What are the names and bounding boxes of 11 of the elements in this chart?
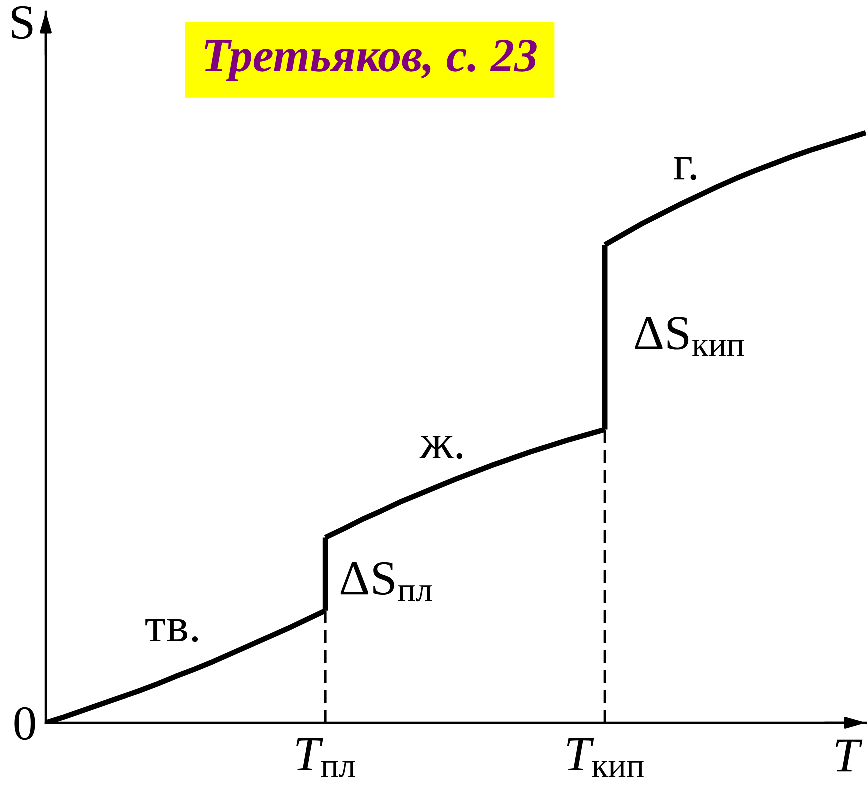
x-tick-label: T$_{пл}$: [296, 738, 356, 778]
text: 0: [14, 707, 36, 740]
y-axis-title: S: [12, 6, 33, 40]
annotation: ΔS$_{кип}$: [635, 317, 744, 356]
annotation: тв.: [146, 619, 198, 642]
annotation: ΔS$_{пл}$: [340, 562, 432, 602]
text: Третьяков, с. 23: [205, 40, 537, 82]
x-tick-label: T$_{кип}$: [567, 738, 644, 778]
annotation: г.: [674, 157, 697, 180]
annotation: ж.: [420, 436, 463, 460]
x-axis-title: T: [836, 740, 863, 772]
